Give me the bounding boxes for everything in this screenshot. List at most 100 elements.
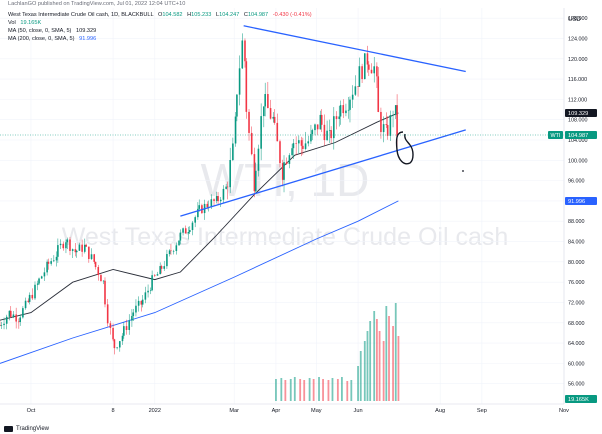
volume-bar bbox=[392, 326, 394, 401]
candle-up bbox=[326, 120, 328, 142]
candle-down bbox=[377, 67, 380, 113]
time-axis[interactable]: Oct 8 2022 Mar Apr May Jun Aug Sep Nov bbox=[27, 408, 570, 414]
candle-up bbox=[38, 277, 40, 286]
legend-close: 104.987 bbox=[247, 12, 269, 18]
candle-up bbox=[36, 280, 39, 291]
candle-up bbox=[19, 314, 21, 326]
candle-up bbox=[219, 196, 222, 208]
legend-change: -0.430 (-0.41%) bbox=[272, 12, 312, 18]
y-tick-label: 88.000 bbox=[568, 219, 585, 225]
volume-bar bbox=[363, 341, 366, 401]
x-tick-label: Sep bbox=[477, 408, 487, 414]
legend-symbol-row[interactable]: West Texas Intermediate Crude Oil cash, … bbox=[8, 12, 312, 19]
candle-up bbox=[311, 128, 314, 141]
legend-ma200-row[interactable]: MA (200, close, 0, SMA, 5) 91.996 bbox=[8, 36, 96, 43]
candle-down bbox=[9, 306, 12, 319]
candle-up bbox=[263, 106, 265, 128]
candle-down bbox=[94, 261, 97, 270]
candle-up bbox=[292, 138, 295, 159]
candle-down bbox=[281, 159, 284, 187]
candle-up bbox=[159, 262, 161, 275]
trendline-upper bbox=[243, 25, 466, 73]
y-tick-label: 84.000 bbox=[568, 240, 585, 246]
volume-bar bbox=[275, 379, 277, 401]
legend-volume-row[interactable]: Vol 19.165K bbox=[8, 20, 41, 27]
candle-down bbox=[88, 246, 90, 263]
candle-up bbox=[215, 191, 218, 204]
watermark-name: West Texas Intermediate Crude Oil cash bbox=[62, 223, 509, 251]
y-tick-label: 120.000 bbox=[568, 57, 588, 63]
candle-down bbox=[244, 38, 246, 68]
candle-up bbox=[194, 215, 196, 228]
candle-down bbox=[47, 258, 50, 270]
legend-symbol: West Texas Intermediate Crude Oil cash, … bbox=[8, 12, 154, 18]
volume-bar bbox=[308, 378, 311, 401]
candle-up bbox=[40, 275, 43, 279]
legend-ma200-value: 91.996 bbox=[79, 36, 97, 42]
candle-up bbox=[71, 248, 74, 258]
x-tick-label: 2022 bbox=[149, 408, 161, 414]
candle-up bbox=[188, 226, 191, 234]
cursor-dot bbox=[462, 170, 464, 172]
legend-volume-label: Vol bbox=[8, 20, 16, 26]
watermark: WTI, 1D West Texas Intermediate Crude Oi… bbox=[62, 154, 509, 251]
candle-up bbox=[338, 106, 341, 127]
candle-up bbox=[147, 284, 149, 298]
ma50-path bbox=[0, 112, 399, 321]
ma200-price-tag-bg bbox=[565, 196, 597, 205]
candle-up bbox=[264, 82, 266, 117]
candle-down bbox=[245, 58, 248, 119]
candle-down bbox=[213, 198, 215, 206]
candle-up bbox=[392, 110, 394, 128]
candle-up bbox=[272, 112, 275, 123]
volume-bar bbox=[350, 380, 353, 401]
candle-down bbox=[250, 126, 253, 156]
volume-bar bbox=[340, 377, 343, 401]
candle-down bbox=[125, 319, 128, 335]
publish-info: LachlanGO published on TradingView.com, … bbox=[8, 1, 186, 7]
candle-up bbox=[5, 314, 8, 330]
candle-up bbox=[288, 153, 291, 169]
tradingview-logo-icon bbox=[4, 426, 13, 432]
candle-up bbox=[84, 238, 86, 254]
candles bbox=[0, 33, 398, 355]
candle-up bbox=[257, 144, 260, 177]
x-tick-label: Apr bbox=[272, 408, 281, 414]
candle-up bbox=[298, 135, 300, 154]
candle-up bbox=[232, 137, 234, 162]
candle-up bbox=[339, 100, 342, 125]
candle-down bbox=[27, 298, 30, 304]
volume-bar bbox=[373, 311, 376, 401]
candle-up bbox=[131, 309, 133, 327]
candle-down bbox=[370, 63, 373, 74]
candle-up bbox=[149, 287, 152, 295]
y-tick-label: 72.000 bbox=[568, 300, 585, 306]
legend-high: 105.233 bbox=[191, 12, 212, 18]
candle-down bbox=[93, 253, 96, 264]
legend-ma50-row[interactable]: MA (50, close, 0, SMA, 5) 109.329 bbox=[8, 28, 96, 35]
volume-bars bbox=[275, 303, 400, 401]
candle-down bbox=[361, 63, 363, 83]
volume-bar bbox=[359, 351, 362, 401]
currency-label: USD bbox=[568, 17, 581, 23]
y-tick-label: 80.000 bbox=[568, 260, 585, 266]
candle-up bbox=[166, 249, 168, 269]
volume-bar bbox=[289, 379, 292, 401]
volume-bar bbox=[388, 316, 390, 401]
candle-up bbox=[75, 249, 78, 258]
candle-up bbox=[102, 280, 105, 285]
candle-down bbox=[330, 126, 332, 144]
x-tick-label: Oct bbox=[27, 408, 36, 414]
candle-down bbox=[217, 192, 219, 206]
candle-up bbox=[137, 296, 140, 312]
watermark-symbol: WTI, 1D bbox=[201, 154, 370, 206]
candle-up bbox=[198, 199, 201, 212]
freehand-circle bbox=[395, 131, 414, 165]
candle-up bbox=[234, 112, 237, 147]
candle-up bbox=[310, 124, 312, 145]
footer-brand: TradingView bbox=[16, 426, 50, 432]
candle-up bbox=[12, 311, 15, 319]
trendlines[interactable] bbox=[180, 25, 466, 217]
legend-open-label: O bbox=[157, 12, 163, 18]
